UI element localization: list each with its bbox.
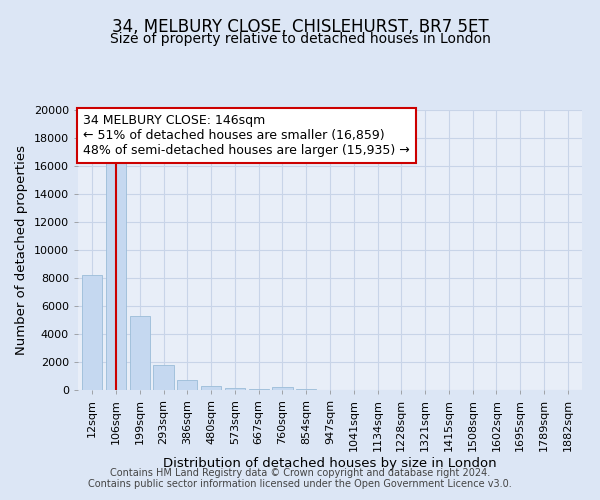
Bar [201,386,221,390]
Y-axis label: Number of detached properties: Number of detached properties [15,145,28,355]
Text: 34, MELBURY CLOSE, CHISLEHURST, BR7 5ET: 34, MELBURY CLOSE, CHISLEHURST, BR7 5ET [112,18,488,36]
Text: 34 MELBURY CLOSE: 146sqm
← 51% of detached houses are smaller (16,859)
48% of se: 34 MELBURY CLOSE: 146sqm ← 51% of detach… [83,114,410,157]
Bar [248,388,269,390]
Bar [272,388,293,390]
Bar [106,158,126,390]
Bar [130,316,150,390]
Bar [177,380,197,390]
X-axis label: Distribution of detached houses by size in London: Distribution of detached houses by size … [163,456,497,469]
Bar [154,365,173,390]
Text: Contains public sector information licensed under the Open Government Licence v3: Contains public sector information licen… [88,479,512,489]
Text: Contains HM Land Registry data © Crown copyright and database right 2024.: Contains HM Land Registry data © Crown c… [110,468,490,477]
Text: Size of property relative to detached houses in London: Size of property relative to detached ho… [110,32,490,46]
Bar [82,275,103,390]
Bar [225,388,245,390]
